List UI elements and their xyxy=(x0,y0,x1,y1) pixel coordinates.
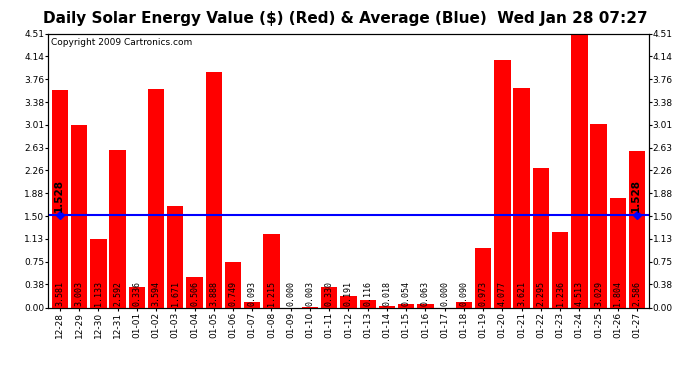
Text: 0.063: 0.063 xyxy=(421,281,430,306)
Text: 0.003: 0.003 xyxy=(306,281,315,306)
Text: 0.330: 0.330 xyxy=(325,281,334,306)
Bar xyxy=(167,206,184,308)
Bar xyxy=(629,150,645,308)
Text: 2.586: 2.586 xyxy=(633,281,642,306)
Text: 1.671: 1.671 xyxy=(171,281,180,306)
Bar xyxy=(359,300,376,307)
Text: 0.000: 0.000 xyxy=(286,281,295,306)
Text: 1.528: 1.528 xyxy=(631,179,641,212)
Bar xyxy=(206,72,222,308)
Bar xyxy=(513,88,530,308)
Text: 0.093: 0.093 xyxy=(248,281,257,306)
Bar xyxy=(90,239,106,308)
Text: Copyright 2009 Cartronics.com: Copyright 2009 Cartronics.com xyxy=(51,38,193,47)
Text: 0.191: 0.191 xyxy=(344,281,353,306)
Text: 0.000: 0.000 xyxy=(440,281,449,306)
Bar xyxy=(398,304,415,307)
Text: 0.973: 0.973 xyxy=(479,281,488,306)
Bar xyxy=(225,262,241,308)
Text: 0.336: 0.336 xyxy=(132,281,141,306)
Text: 3.581: 3.581 xyxy=(55,281,64,306)
Text: 0.054: 0.054 xyxy=(402,281,411,306)
Text: 2.592: 2.592 xyxy=(113,281,122,306)
Text: 3.003: 3.003 xyxy=(75,281,83,306)
Text: 1.804: 1.804 xyxy=(613,281,622,306)
Bar xyxy=(244,302,260,307)
Bar xyxy=(71,125,87,308)
Text: 1.133: 1.133 xyxy=(94,281,103,306)
Text: 3.029: 3.029 xyxy=(594,281,603,306)
Text: 3.621: 3.621 xyxy=(517,281,526,306)
Bar xyxy=(417,304,433,307)
Text: 0.116: 0.116 xyxy=(363,281,372,306)
Bar xyxy=(321,288,337,308)
Text: 4.513: 4.513 xyxy=(575,281,584,306)
Bar xyxy=(148,89,164,308)
Bar xyxy=(110,150,126,308)
Text: 0.018: 0.018 xyxy=(382,281,391,306)
Text: 0.749: 0.749 xyxy=(228,281,237,306)
Text: Daily Solar Energy Value ($) (Red) & Average (Blue)  Wed Jan 28 07:27: Daily Solar Energy Value ($) (Red) & Ave… xyxy=(43,11,647,26)
Bar xyxy=(128,287,145,308)
Bar xyxy=(552,232,569,308)
Text: 4.077: 4.077 xyxy=(498,281,507,306)
Bar xyxy=(340,296,357,307)
Bar xyxy=(455,302,472,307)
Text: 3.888: 3.888 xyxy=(209,281,218,306)
Bar xyxy=(186,277,203,308)
Bar xyxy=(475,249,491,308)
Bar xyxy=(610,198,626,308)
Text: 0.090: 0.090 xyxy=(460,281,469,306)
Bar xyxy=(264,234,279,308)
Text: 0.506: 0.506 xyxy=(190,281,199,306)
Bar xyxy=(571,34,587,308)
Text: 3.594: 3.594 xyxy=(152,281,161,306)
Bar xyxy=(379,306,395,308)
Text: 1.236: 1.236 xyxy=(555,281,564,306)
Text: 1.215: 1.215 xyxy=(267,281,276,306)
Bar xyxy=(52,90,68,308)
Bar xyxy=(533,168,549,308)
Bar xyxy=(494,60,511,308)
Text: 2.295: 2.295 xyxy=(536,281,545,306)
Bar xyxy=(591,124,607,308)
Text: 1.528: 1.528 xyxy=(54,179,64,212)
